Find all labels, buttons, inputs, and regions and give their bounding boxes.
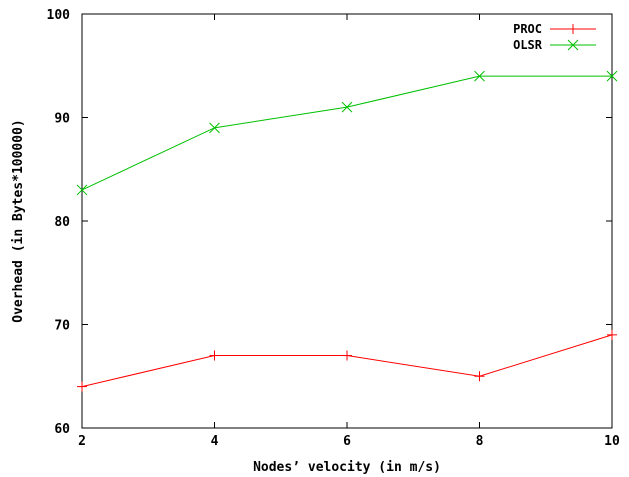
series-line-olsr	[81, 75, 612, 191]
data-point-proc	[209, 350, 220, 361]
data-point-proc	[474, 371, 485, 382]
legend: PROC OLSR	[513, 22, 596, 52]
data-point-olsr	[474, 70, 485, 82]
legend-label-olsr: OLSR	[513, 38, 543, 52]
y-tick-label: 100	[47, 8, 71, 23]
y-tick-label: 70	[54, 319, 70, 334]
y-axis-label: Overhead (in Bytes*100000)	[11, 119, 26, 323]
data-point-proc	[607, 329, 617, 340]
x-tick-label: 8	[476, 434, 484, 449]
data-point-olsr	[209, 122, 220, 134]
data-point-proc	[342, 350, 352, 361]
x-tick-label: 2	[78, 434, 86, 449]
x-tick-label: 4	[211, 434, 219, 449]
x-axis-label: Nodes’ velocity (in m/s)	[253, 460, 441, 475]
x-tick-label: 10	[604, 434, 620, 449]
y-tick-label: 60	[54, 422, 70, 437]
legend-label-proc: PROC	[513, 22, 542, 36]
data-point-olsr	[606, 70, 618, 82]
axis-ticks	[81, 13, 613, 429]
x-tick-labels: 2 4 6 8 10	[78, 434, 620, 449]
legend-marker-olsr	[567, 39, 579, 51]
data-point-olsr	[341, 101, 353, 113]
data-point-olsr	[76, 184, 88, 196]
y-tick-labels: 60 70 80 90 100	[47, 8, 71, 437]
x-tick-label: 6	[343, 434, 351, 449]
y-tick-label: 90	[54, 112, 70, 127]
series-line-proc	[81, 334, 613, 388]
legend-marker-proc	[568, 24, 578, 34]
y-tick-label: 80	[54, 215, 70, 230]
series-lines	[76, 70, 618, 392]
data-point-proc	[77, 381, 87, 392]
